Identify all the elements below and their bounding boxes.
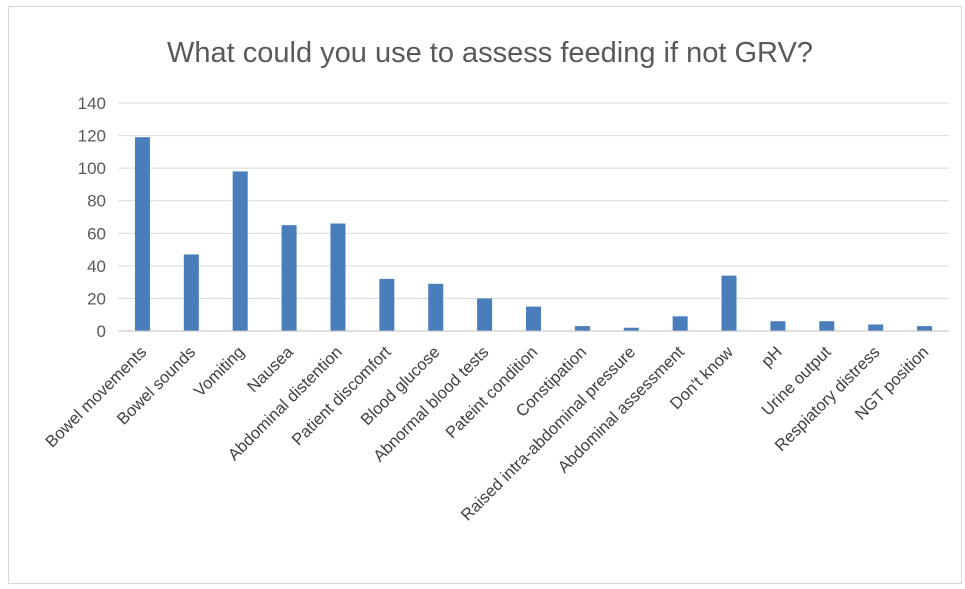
x-tick-label: Raised intra-abdominal pressure bbox=[458, 343, 639, 524]
bar bbox=[574, 326, 590, 331]
chart-title: What could you use to assess feeding if … bbox=[167, 37, 813, 69]
x-tick-label: Vomiting bbox=[191, 343, 248, 400]
bar bbox=[428, 283, 444, 331]
y-tick-label: 0 bbox=[97, 322, 106, 341]
y-tick-label: 100 bbox=[78, 159, 106, 178]
y-axis-ticks: 0 20 40 60 80 100 120 140 bbox=[78, 94, 106, 341]
bar bbox=[526, 306, 541, 331]
bar bbox=[134, 137, 150, 331]
y-tick-label: 80 bbox=[87, 192, 106, 211]
y-tick-label: 60 bbox=[87, 224, 106, 243]
bar bbox=[917, 326, 933, 331]
y-tick-label: 40 bbox=[87, 257, 106, 276]
bar bbox=[330, 223, 346, 331]
y-tick-label: 20 bbox=[87, 289, 106, 308]
y-tick-label: 120 bbox=[78, 127, 106, 146]
x-tick-label: Pateint condition bbox=[442, 343, 541, 442]
bar bbox=[183, 254, 199, 331]
bar bbox=[819, 321, 835, 331]
y-tick-label: 140 bbox=[78, 94, 106, 113]
grid-lines bbox=[118, 102, 949, 299]
bar bbox=[672, 316, 688, 331]
bar bbox=[770, 321, 786, 331]
bar bbox=[379, 278, 395, 331]
bar bbox=[281, 225, 297, 331]
bar bbox=[721, 275, 737, 331]
bars bbox=[134, 137, 933, 331]
bar bbox=[477, 298, 493, 331]
bar bbox=[868, 324, 884, 331]
x-tick-label: pH bbox=[758, 343, 786, 371]
bar bbox=[232, 171, 248, 331]
chart-frame bbox=[8, 6, 962, 584]
bar bbox=[623, 327, 639, 331]
